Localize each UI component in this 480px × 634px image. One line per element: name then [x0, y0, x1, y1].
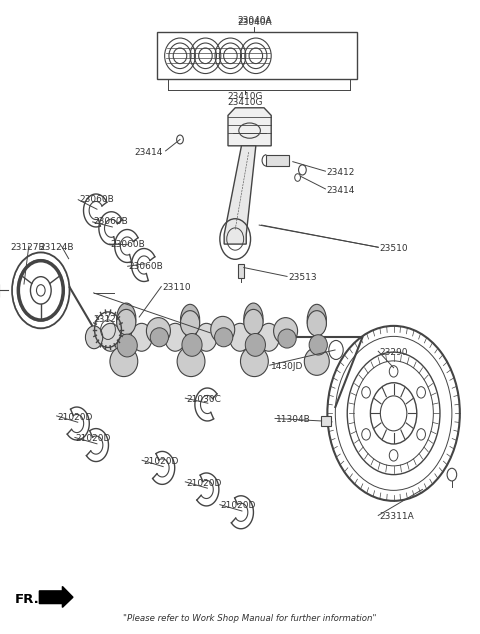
Polygon shape [224, 146, 256, 244]
Text: FR.: FR. [14, 593, 39, 605]
Text: 21020D: 21020D [58, 413, 93, 422]
Text: 23510: 23510 [379, 244, 408, 253]
Ellipse shape [309, 335, 327, 355]
Text: 21030C: 21030C [186, 395, 221, 404]
Ellipse shape [150, 328, 168, 347]
Text: 1430JD: 1430JD [271, 362, 303, 371]
Circle shape [180, 311, 200, 336]
Circle shape [100, 323, 121, 351]
Circle shape [131, 323, 152, 351]
Ellipse shape [110, 346, 138, 377]
Text: 23040A: 23040A [237, 18, 272, 27]
Ellipse shape [274, 318, 298, 344]
Text: 23410G: 23410G [227, 98, 263, 107]
Ellipse shape [307, 304, 326, 336]
Ellipse shape [245, 333, 265, 356]
Circle shape [85, 326, 103, 349]
Bar [266, 155, 289, 166]
Ellipse shape [304, 347, 329, 375]
Text: 23412: 23412 [326, 168, 355, 177]
Text: "Please refer to Work Shop Manual for further information": "Please refer to Work Shop Manual for fu… [123, 614, 376, 623]
Text: 23040A: 23040A [237, 16, 272, 25]
Text: 23060B: 23060B [129, 262, 163, 271]
Text: 23311A: 23311A [379, 512, 414, 521]
Text: 21020D: 21020D [143, 457, 179, 466]
Ellipse shape [240, 346, 268, 377]
Text: 11304B: 11304B [276, 415, 311, 424]
Text: 21020D: 21020D [76, 434, 111, 443]
Ellipse shape [182, 333, 202, 356]
Ellipse shape [278, 329, 296, 348]
Bar [157, 32, 357, 79]
Circle shape [307, 311, 326, 336]
Text: 23127B: 23127B [11, 243, 45, 252]
Bar [321, 416, 331, 426]
Text: 21020D: 21020D [221, 501, 256, 510]
Circle shape [258, 323, 279, 351]
Ellipse shape [215, 328, 233, 347]
Ellipse shape [180, 304, 200, 336]
Circle shape [117, 309, 136, 335]
Ellipse shape [117, 334, 137, 357]
Text: 23110: 23110 [162, 283, 191, 292]
Text: 23290: 23290 [379, 348, 408, 357]
Bar [238, 264, 244, 278]
Text: 23410G: 23410G [227, 93, 263, 101]
Circle shape [196, 323, 217, 351]
Circle shape [165, 323, 186, 351]
Ellipse shape [177, 346, 205, 377]
Text: 23513: 23513 [288, 273, 317, 282]
Circle shape [36, 285, 45, 296]
Circle shape [229, 323, 251, 351]
Polygon shape [228, 108, 271, 146]
Text: 23060B: 23060B [94, 217, 128, 226]
Text: 23060B: 23060B [110, 240, 145, 249]
Text: 23060B: 23060B [79, 195, 114, 204]
Text: 23414: 23414 [135, 148, 163, 157]
Ellipse shape [117, 303, 136, 335]
Text: 21020D: 21020D [186, 479, 222, 488]
Ellipse shape [244, 303, 263, 335]
Text: 23414: 23414 [326, 186, 355, 195]
Ellipse shape [211, 316, 235, 343]
Text: 23124B: 23124B [39, 243, 74, 252]
Ellipse shape [146, 318, 170, 344]
Polygon shape [39, 586, 73, 607]
Text: 23120: 23120 [94, 315, 122, 324]
Circle shape [244, 309, 263, 335]
